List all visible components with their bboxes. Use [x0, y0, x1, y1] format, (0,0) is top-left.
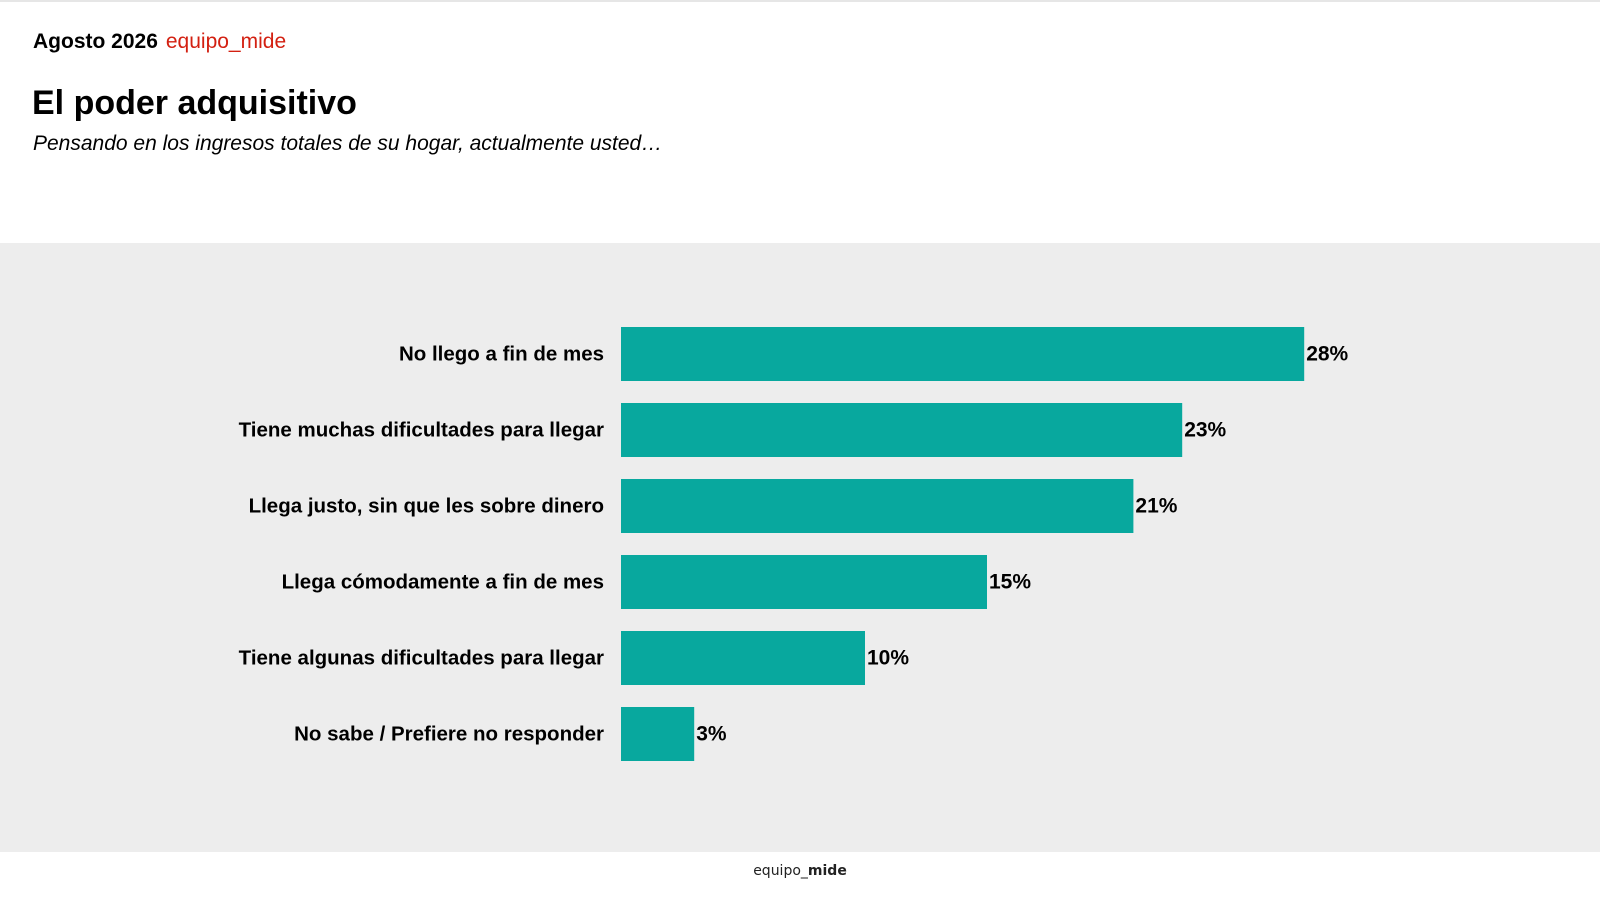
bar [621, 555, 987, 609]
category-label: Llega cómodamente a fin de mes [282, 571, 604, 594]
top-rule [0, 0, 1600, 2]
value-label: 21% [1135, 495, 1177, 518]
report-date: Agosto 2026 [33, 30, 158, 53]
value-label: 10% [867, 647, 909, 670]
bar-chart: No llego a fin de mes 28% Tiene muchas dif… [239, 327, 1349, 761]
category-label: Tiene algunas dificultades para llegar [239, 647, 604, 670]
value-label: 23% [1184, 419, 1226, 442]
footer: equipo_mide [0, 852, 1600, 899]
category-label: Llega justo, sin que les sobre dinero [249, 495, 604, 518]
footer-brand: equipo_mide [0, 863, 1600, 879]
value-label: 3% [696, 723, 727, 746]
page-subtitle: Pensando en los ingresos totales de su h… [33, 132, 663, 155]
footer-brand-prefix: equipo_ [753, 863, 808, 879]
header: Agosto 2026 equipo_mide [33, 30, 286, 54]
brand-label: equipo_mide [165, 30, 287, 53]
category-label: No llego a fin de mes [399, 343, 604, 366]
bar [621, 403, 1183, 457]
value-label: 28% [1306, 343, 1348, 366]
category-label: Tiene muchas dificultades para llegar [239, 419, 604, 442]
footer-brand-bold: mide [807, 863, 847, 879]
page-title: El poder adquisitivo [32, 84, 357, 122]
bar [621, 707, 695, 761]
bar [621, 631, 865, 685]
value-label: 15% [989, 571, 1031, 594]
chart-panel: No llego a fin de mes 28% Tiene muchas dif… [0, 243, 1600, 852]
bar [621, 479, 1134, 533]
bar [621, 327, 1305, 381]
category-label: No sabe / Prefiere no responder [294, 723, 604, 746]
